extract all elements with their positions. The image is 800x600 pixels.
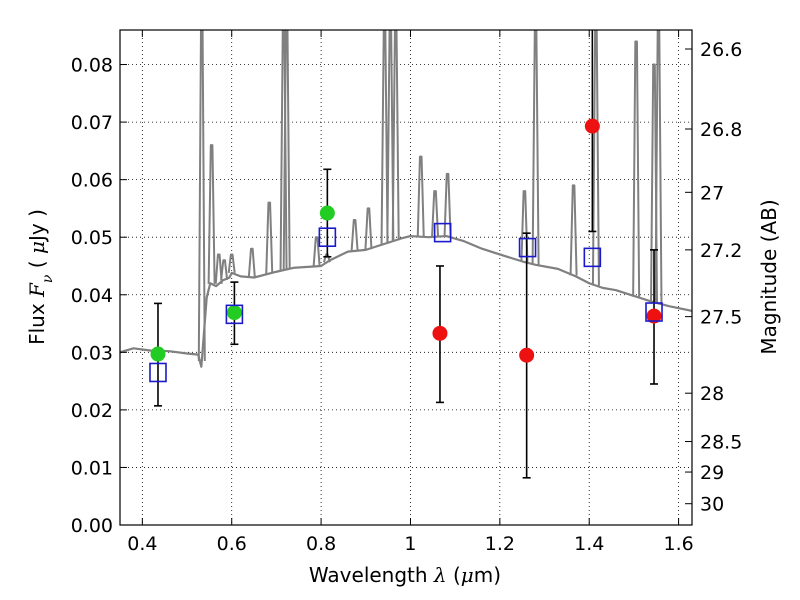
- observed-point-circle: [519, 347, 535, 363]
- emission-line: [350, 218, 359, 252]
- y2-tick-label: 26.8: [700, 119, 742, 141]
- observed-point-circle: [150, 346, 166, 362]
- model-point-square: [318, 227, 337, 248]
- x-axis-label: Wavelength λ (μm): [309, 563, 501, 587]
- emission-line: [386, 30, 395, 242]
- emission-line: [265, 201, 274, 274]
- emission-line: [247, 247, 256, 278]
- grid: [120, 30, 692, 526]
- emission-line: [312, 236, 321, 267]
- emission-line: [416, 155, 425, 237]
- y-tick-label: 0.07: [71, 112, 113, 134]
- y2-tick-label: 26.6: [700, 39, 742, 61]
- y2-tick-label: 27: [700, 182, 724, 204]
- emission-line: [569, 184, 578, 276]
- y-tick-label: 0.04: [71, 285, 113, 307]
- x-tick-label: 1.2: [485, 533, 515, 555]
- emission-line: [531, 30, 540, 265]
- y2-tick-label: 28.5: [700, 432, 742, 454]
- emission-line: [197, 30, 206, 361]
- emission-line: [220, 259, 229, 280]
- spectrum-group: [120, 30, 692, 368]
- y-tick-label: 0.00: [71, 515, 113, 537]
- model-point-square: [149, 362, 167, 383]
- x-tick-label: 0.8: [306, 533, 336, 555]
- emission-line: [654, 30, 663, 304]
- y2-tick-label: 28: [700, 383, 724, 405]
- error-bars: [153, 30, 659, 479]
- observed-point-circle: [646, 308, 662, 324]
- y2-tick-label: 29: [700, 462, 724, 484]
- emission-line: [380, 30, 389, 244]
- model-point-square: [433, 222, 452, 243]
- y2-tick-label: 30: [700, 494, 724, 516]
- emission-line: [391, 30, 400, 241]
- y-tick-label: 0.08: [71, 55, 113, 77]
- emission-line: [227, 253, 236, 274]
- emission-line: [207, 144, 216, 284]
- y2-tick-label: 27.2: [700, 240, 742, 262]
- y-axis-label: Flux Fν ( μJy ): [25, 209, 56, 345]
- model-point-square: [225, 304, 244, 325]
- observed-point-circle: [584, 118, 600, 134]
- emission-line: [591, 30, 600, 286]
- x-tick-label: 0.4: [127, 533, 157, 555]
- model-point-square: [583, 247, 602, 268]
- y-tick-label: 0.01: [71, 457, 113, 479]
- x-tick-label: 1: [404, 533, 416, 555]
- emission-line: [443, 172, 452, 237]
- y-tick-label: 0.02: [71, 400, 113, 422]
- x-tick-label: 0.6: [217, 533, 247, 555]
- observed-point-circle: [226, 305, 242, 321]
- y2-axis-label: Magnitude (AB): [757, 199, 781, 354]
- spectrum-continuum: [120, 234, 692, 368]
- emission-line: [431, 190, 440, 237]
- model-spectrum: [120, 30, 692, 368]
- emission-line: [364, 207, 373, 250]
- x-tick-label: 1.4: [574, 533, 604, 555]
- emission-line: [282, 30, 291, 270]
- y2-tick-label: 27.5: [700, 307, 742, 329]
- plot-frame: [119, 29, 693, 526]
- emission-line: [632, 40, 641, 297]
- y-tick-label: 0.03: [71, 342, 113, 364]
- photometry-markers: [149, 118, 663, 383]
- ticks: 0.4 0.6 0.8 1 1.2 1.4 1.6 0.00 0.01 0.02 0.03 0.04 0…: [71, 30, 742, 555]
- emission-line: [520, 190, 529, 262]
- observed-point-circle: [432, 325, 448, 341]
- y-tick-label: 0.06: [71, 170, 113, 192]
- emission-line: [214, 253, 223, 284]
- x-tick-label: 1.6: [663, 533, 693, 555]
- model-point-square: [518, 237, 537, 258]
- observed-point-circle: [319, 205, 335, 221]
- model-point-square: [645, 302, 663, 322]
- y-tick-label: 0.05: [71, 227, 113, 249]
